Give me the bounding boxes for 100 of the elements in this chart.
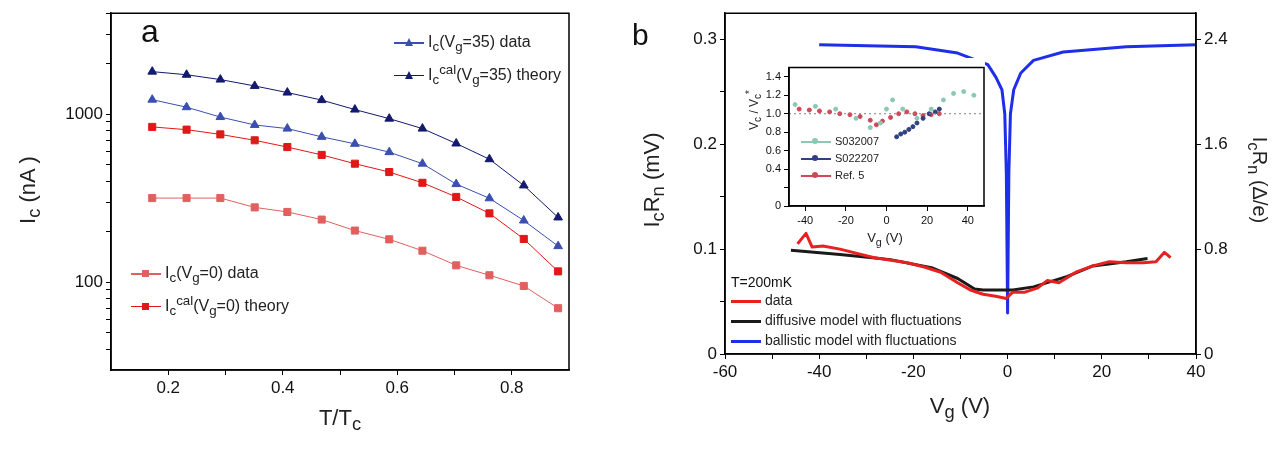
x-tick-label: -40 (797, 213, 814, 226)
y2-tick-label: 1.6 (1204, 133, 1228, 153)
y2-tick-label: 0.8 (1204, 238, 1228, 258)
legend-label: I$_{c}$(V$_{g}$=35) data (428, 33, 531, 55)
point (451, 178, 462, 188)
point (451, 138, 462, 147)
annotation: T=200mK (731, 274, 793, 290)
point (417, 158, 428, 167)
point (452, 261, 461, 270)
point (554, 267, 563, 276)
x-tick-label: 0.4 (270, 377, 295, 397)
point (317, 150, 326, 159)
point (553, 240, 563, 250)
point (181, 101, 192, 111)
point (485, 209, 494, 218)
y-tick-label: 0.1 (693, 238, 717, 258)
x-tick-label: 0.6 (385, 377, 410, 397)
point (452, 192, 461, 201)
x-tick-label: 20 (1092, 361, 1112, 381)
point (316, 131, 327, 140)
y-tick-label: 0.2 (693, 133, 717, 153)
x-tick-label: -40 (806, 361, 832, 381)
x-axis-title: V$_{g}$ (V) (928, 393, 992, 424)
point (216, 130, 225, 139)
point (519, 281, 528, 290)
annotation: a (141, 13, 159, 50)
y-tick-label: 0.6 (765, 143, 781, 156)
x-tick-label: 0 (1002, 361, 1013, 381)
point (181, 69, 192, 78)
point (182, 125, 191, 134)
legend-label: diffusive model with fluctuations (765, 312, 962, 328)
y-tick-label: 100 (74, 271, 103, 291)
x-tick-label: 0.8 (499, 377, 524, 397)
y2-tick-label: 0 (1204, 343, 1214, 363)
point (417, 123, 428, 132)
legend-label: S022207 (835, 152, 880, 164)
x-axis-title: V$_{g}$ (V) (866, 230, 904, 248)
legend-label: I$_{c}$$^{cal}$(V$_{g}$=35) theory (428, 61, 561, 87)
y-tick-label: 1.2 (765, 88, 781, 101)
point (418, 178, 427, 187)
point (215, 111, 226, 121)
x-tick-label: 0.2 (156, 377, 181, 397)
point (385, 235, 394, 244)
legend-label: I$_{c}$$^{cal}$(V$_{g}$=0) theory (165, 292, 290, 318)
text: b (632, 18, 649, 52)
point (384, 146, 395, 156)
legend-label: I$_{c}$(V$_{g}$=0) data (165, 264, 259, 286)
point (485, 271, 494, 280)
point (553, 211, 563, 221)
point (283, 207, 292, 216)
y-tick-label: 1000 (65, 103, 103, 123)
point (249, 119, 260, 128)
point (518, 215, 529, 224)
legend-label: ballistic model with fluctuations (765, 332, 957, 348)
point (350, 104, 360, 113)
y2-tick-label: 2.4 (1204, 29, 1228, 49)
point (316, 94, 327, 104)
point (147, 66, 158, 75)
point (215, 74, 226, 83)
legend-label: data (765, 292, 793, 308)
point (317, 215, 326, 224)
point (384, 113, 395, 122)
point (147, 94, 158, 103)
point (249, 80, 260, 89)
point (250, 136, 259, 145)
y-tick-label: 0.8 (765, 125, 781, 138)
point (148, 122, 157, 131)
point (484, 192, 495, 202)
y-tick-label: 0.4 (765, 162, 781, 175)
point (250, 203, 259, 212)
point (282, 123, 293, 132)
point (282, 87, 293, 96)
y-tick-label: 0 (774, 199, 781, 212)
point (484, 153, 495, 163)
point (148, 194, 157, 203)
point (350, 226, 359, 235)
legend-label: S032007 (835, 135, 880, 147)
point (350, 159, 359, 168)
point (216, 194, 225, 203)
y-tick-label: 0.3 (693, 29, 717, 49)
x-tick-label: -60 (712, 361, 738, 381)
point (385, 168, 394, 177)
point (283, 143, 292, 152)
legend-label: Ref. 5 (835, 169, 865, 181)
point (519, 234, 528, 243)
point (518, 179, 529, 189)
x-axis-title: T/T$_{c}$ (317, 405, 363, 436)
x-tick-label: -20 (901, 361, 926, 381)
x-tick-label: 40 (961, 213, 974, 226)
y-tick-label: 1.0 (765, 106, 781, 119)
x-tick-label: 0 (883, 213, 890, 226)
point (554, 304, 563, 313)
point (182, 194, 191, 203)
y-tick-label: 1.4 (765, 69, 781, 82)
x-tick-label: 20 (921, 213, 934, 226)
x-tick-label: -20 (837, 213, 854, 226)
point (418, 246, 427, 255)
x-tick-label: 40 (1186, 361, 1206, 381)
point (350, 138, 360, 147)
y-tick-label: 0 (707, 343, 717, 363)
